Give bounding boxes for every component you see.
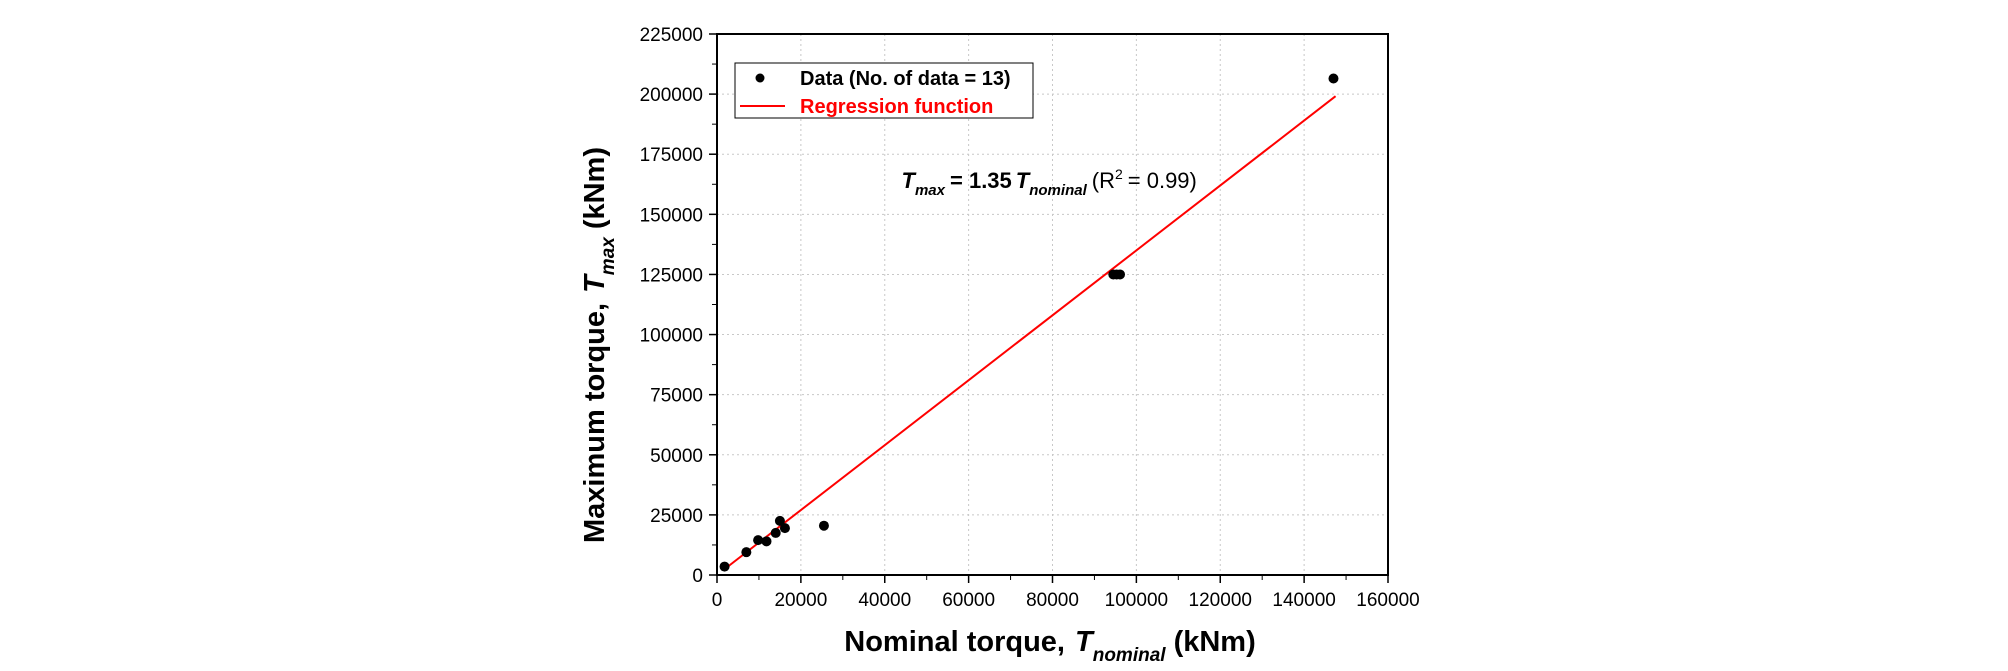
- eq-r2-open: (R: [1092, 168, 1115, 193]
- regression-line: [724, 95, 1337, 570]
- data-point: [779, 523, 790, 534]
- regression-equation: Tmax = 1.35 Tnominal (R2 = 0.99): [902, 166, 1197, 199]
- legend-marker-data: [755, 73, 765, 83]
- y-tick-label: 25000: [650, 506, 703, 527]
- y-axis-title-unit: (kNm): [579, 147, 611, 229]
- y-tick-label: 225000: [640, 25, 703, 46]
- x-axis-title-subscript: nominal: [1093, 645, 1167, 666]
- y-tick-label: 75000: [650, 386, 703, 407]
- x-axis-title-symbol: T: [1075, 626, 1095, 658]
- data-point: [719, 561, 730, 572]
- x-tick-label: 60000: [942, 590, 995, 611]
- y-tick-label: 100000: [640, 326, 703, 347]
- data-point: [1328, 73, 1339, 84]
- x-tick-label: 80000: [1026, 590, 1079, 611]
- x-axis-title-prefix: Nominal torque,: [844, 626, 1065, 658]
- data-point: [753, 535, 764, 546]
- x-tick-label: 100000: [1105, 590, 1168, 611]
- x-tick-label: 40000: [858, 590, 911, 611]
- x-tick-labels: 0 20000 40000 60000 80000 100000 120000 140000 1…: [712, 590, 1420, 611]
- y-tick-label: 175000: [640, 145, 703, 166]
- eq-r2-close: = 0.99): [1128, 168, 1197, 193]
- eq-symbol-subscript: max: [915, 182, 946, 199]
- eq-rhs-subscript: nominal: [1029, 182, 1087, 199]
- legend-box: [734, 62, 1034, 119]
- eq-r2-sup: 2: [1115, 166, 1123, 182]
- legend: Data (No. of data = 13) Regression funct…: [734, 62, 1034, 119]
- y-tick-label: 200000: [640, 85, 703, 106]
- x-axis-title: Nominal torque, Tnominal (kNm): [844, 626, 1255, 666]
- eq-symbol: T: [902, 168, 917, 193]
- y-axis-title-symbol: T: [579, 273, 611, 293]
- y-tick-label: 0: [692, 566, 703, 587]
- y-tick-label: 125000: [640, 265, 703, 286]
- x-tick-label: 120000: [1189, 590, 1252, 611]
- axis-ticks: [709, 33, 1389, 583]
- data-series: [719, 73, 1339, 572]
- data-point: [741, 547, 752, 558]
- y-tick-label: 150000: [640, 205, 703, 226]
- data-point: [774, 515, 785, 526]
- eq-coefficient: = 1.35: [950, 168, 1012, 193]
- data-point: [1115, 269, 1126, 280]
- x-tick-label: 160000: [1356, 590, 1419, 611]
- x-tick-label: 20000: [774, 590, 827, 611]
- x-tick-label: 140000: [1272, 590, 1335, 611]
- regression-series: [724, 95, 1337, 570]
- data-point: [761, 536, 772, 547]
- legend-label-regression: Regression function: [800, 96, 993, 118]
- grid: [717, 34, 1388, 575]
- data-point: [818, 520, 829, 531]
- y-axis-title: Maximum torque, Tmax (kNm): [579, 147, 619, 543]
- data-point: [770, 527, 781, 538]
- y-axis-title-prefix: Maximum torque,: [579, 303, 611, 543]
- y-axis-title-subscript: max: [598, 236, 619, 275]
- legend-label-data: Data (No. of data = 13): [800, 68, 1011, 90]
- x-tick-label: 0: [712, 590, 723, 611]
- y-tick-label: 50000: [650, 446, 703, 467]
- x-axis-title-unit: (kNm): [1174, 626, 1256, 658]
- y-tick-labels: 0 25000 50000 75000 100000 125000 150000 175000…: [640, 25, 703, 587]
- eq-rhs-symbol: T: [1016, 168, 1031, 193]
